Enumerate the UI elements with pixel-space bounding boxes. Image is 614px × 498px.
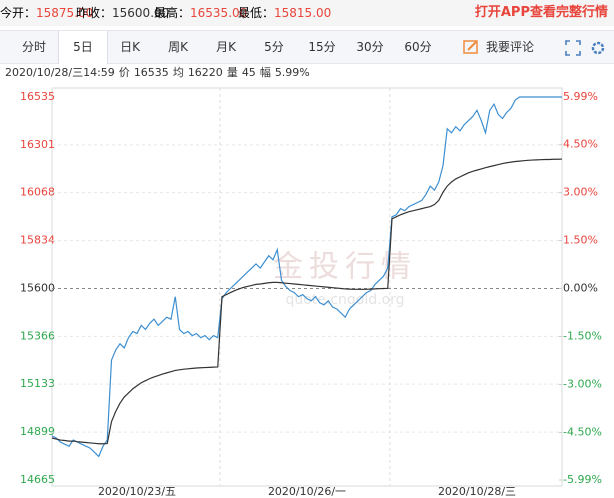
y2-tick-label: -1.50% (563, 329, 602, 342)
y-tick-label: 16301 (20, 138, 55, 151)
y-tick-label: 16068 (20, 186, 55, 199)
watermark-url: quote.cngold.org (285, 292, 404, 308)
quote-stat: 昨收：15600.00 (76, 0, 169, 26)
comment-label: 我要评论 (486, 40, 535, 54)
x-tick-label: 2020/10/23/五 (98, 485, 176, 498)
y-tick-label: 14899 (20, 425, 55, 438)
quote-stat: 最高：16535.00 (154, 0, 247, 26)
y2-tick-label: -5.99% (563, 473, 602, 486)
stat-value: 15815.00 (274, 6, 332, 20)
toolbar: 我要评论 分时 5日 日K 周K 月K 5分 15分 30分 60分 (0, 30, 614, 64)
y2-tick-label: -4.50% (563, 425, 602, 438)
stat-value: 15875.00 (36, 6, 94, 20)
x-tick-label: 2020/10/26/一 (268, 485, 346, 498)
quote-stat: 今开：15875.00 (0, 0, 93, 26)
info-label: 量 (226, 66, 238, 79)
info-value: 45 (241, 66, 256, 79)
tab[interactable]: 15分 (308, 40, 336, 54)
app-link[interactable]: 打开APP查看完整行情 (474, 5, 608, 20)
y-tick-label: 14665 (20, 473, 55, 486)
tab[interactable]: 5日 (58, 31, 108, 64)
tab[interactable]: 分时 (21, 40, 46, 54)
y-tick-label: 15366 (20, 329, 55, 342)
y2-tick-label: 4.50% (563, 138, 598, 151)
stat-label: 昨收： (76, 6, 113, 20)
stat-value: 16535.00 (190, 6, 248, 20)
y2-tick-label: -3.00% (563, 377, 602, 390)
comment-icon (463, 40, 478, 54)
info-label: 均 (172, 66, 184, 79)
quote-stat: 最低：15815.00 (238, 0, 331, 26)
tab[interactable]: 日K (120, 40, 140, 54)
tab[interactable]: 60分 (404, 40, 432, 54)
y2-tick-label: 5.99% (563, 90, 598, 103)
y-tick-label: 16535 (20, 90, 55, 103)
stat-value: 15600.00 (112, 6, 170, 20)
comment-button[interactable]: 我要评论 (462, 38, 534, 56)
info-line: 2020/10/28/三14:59 价 16535 均 16220 量 45 幅 5.99% (5, 64, 314, 82)
stat-label: 最低： (238, 6, 275, 20)
y-tick-label: 15600 (20, 282, 55, 295)
tool-icons (565, 40, 605, 56)
y2-tick-label: 3.00% (563, 186, 598, 199)
info-value: 16220 (187, 66, 223, 79)
info-time: 2020/10/28/三14:59 (5, 66, 115, 79)
plot-frame (51, 87, 563, 487)
y2-tick-label: 1.50% (563, 234, 598, 247)
x-tick-label: 2020/10/28/三 (438, 485, 516, 498)
stat-label: 今开： (0, 6, 37, 20)
y-tick-label: 15834 (20, 234, 55, 247)
tab[interactable]: 30分 (356, 40, 384, 54)
info-label: 幅 (259, 66, 271, 79)
info-label: 价 (118, 66, 130, 79)
info-value: 16535 (133, 66, 169, 79)
price-line (51, 158, 563, 445)
y2-tick-label: 0.00% (563, 282, 598, 295)
tab[interactable]: 周K (168, 40, 188, 54)
price-line (51, 96, 562, 458)
tab[interactable]: 5分 (264, 40, 284, 54)
watermark: 金投行情 (273, 250, 417, 285)
y-tick-label: 15133 (20, 377, 55, 390)
tab[interactable]: 月K (216, 40, 236, 54)
quote-bar: 今开：15875.00 昨收：15600.00 最高：16535.00 最低：1581… (0, 0, 614, 26)
stat-label: 最高： (154, 6, 191, 20)
info-value: 5.99% (274, 66, 310, 79)
